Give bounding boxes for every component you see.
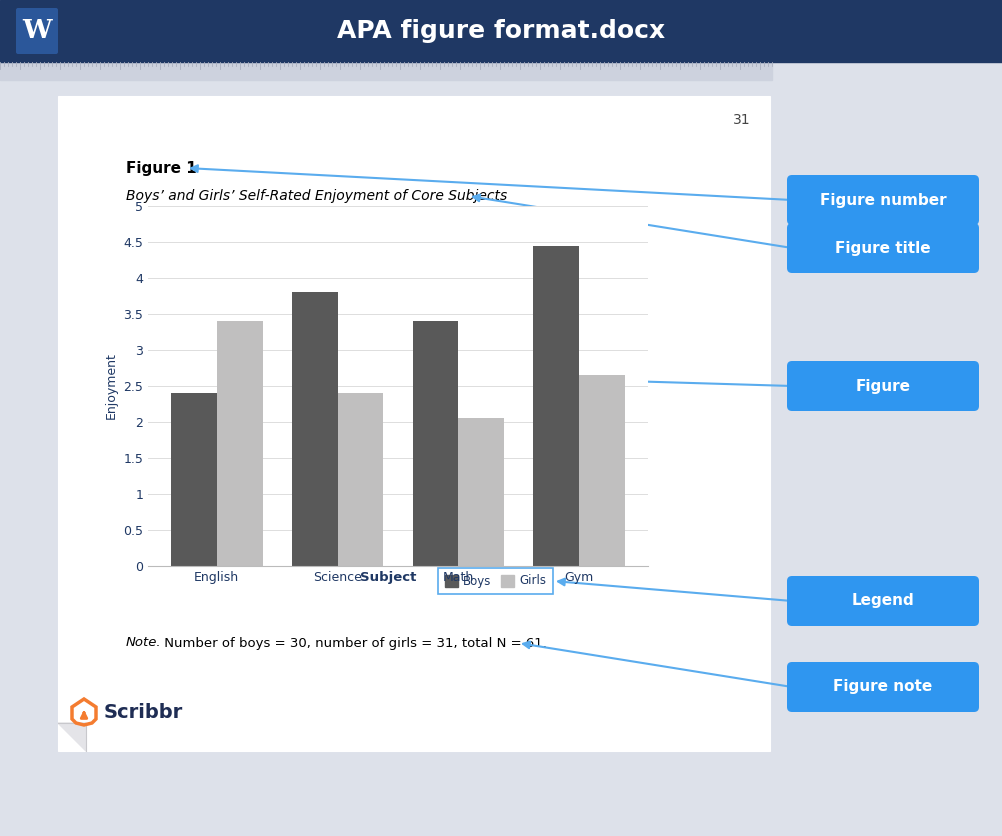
Bar: [338, 393, 384, 566]
FancyBboxPatch shape: [787, 175, 979, 225]
Bar: [445, 575, 458, 587]
FancyBboxPatch shape: [787, 361, 979, 411]
Bar: [0, 0, 1002, 62]
Bar: [216, 321, 263, 566]
Text: Figure: Figure: [856, 379, 911, 394]
Text: Subject: Subject: [360, 572, 416, 584]
Text: Figure note: Figure note: [834, 680, 933, 695]
Text: Figure title: Figure title: [836, 241, 931, 256]
FancyBboxPatch shape: [787, 662, 979, 712]
Bar: [533, 246, 579, 566]
Bar: [0, 62, 772, 80]
Bar: [579, 375, 625, 566]
Text: Number of boys = 30, number of girls = 31, total N = 61.: Number of boys = 30, number of girls = 3…: [160, 636, 547, 650]
Y-axis label: Enjoyment: Enjoyment: [104, 353, 117, 420]
FancyBboxPatch shape: [787, 223, 979, 273]
Text: Note.: Note.: [126, 636, 161, 650]
Bar: [292, 293, 338, 566]
Bar: [413, 321, 459, 566]
Text: W: W: [22, 18, 52, 43]
Bar: [58, 96, 770, 751]
FancyBboxPatch shape: [16, 8, 58, 54]
Bar: [501, 575, 514, 587]
Polygon shape: [58, 723, 86, 751]
Bar: [459, 418, 504, 566]
FancyBboxPatch shape: [787, 576, 979, 626]
Text: 31: 31: [733, 113, 750, 127]
Text: Girls: Girls: [519, 574, 546, 588]
Text: Legend: Legend: [852, 594, 915, 609]
Bar: [170, 393, 216, 566]
Text: APA figure format.docx: APA figure format.docx: [337, 19, 665, 43]
Bar: [438, 568, 553, 594]
Text: Figure number: Figure number: [820, 192, 946, 207]
Text: Figure 1: Figure 1: [126, 161, 196, 176]
Text: Boys: Boys: [463, 574, 491, 588]
Text: Scribbr: Scribbr: [104, 704, 183, 722]
Text: Boys’ and Girls’ Self-Rated Enjoyment of Core Subjects: Boys’ and Girls’ Self-Rated Enjoyment of…: [126, 189, 507, 203]
